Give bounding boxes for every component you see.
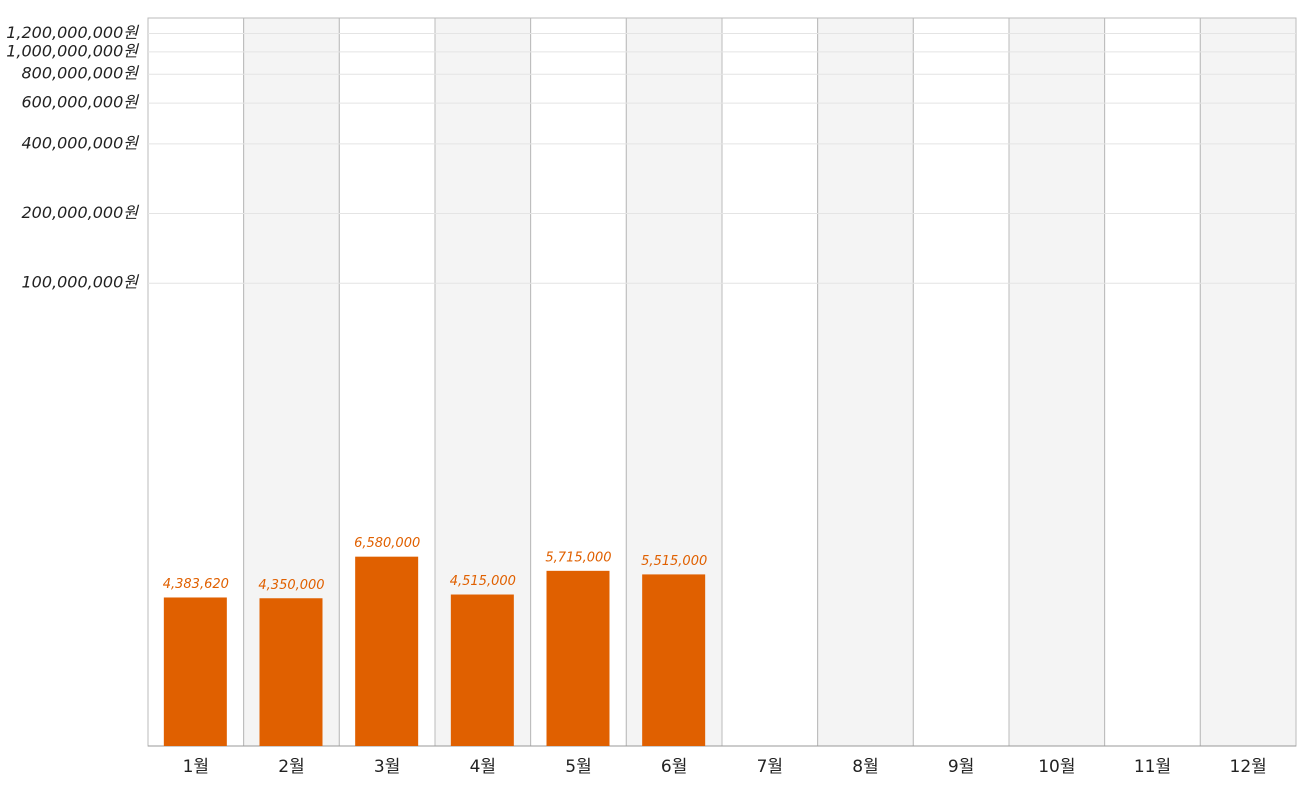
bar (642, 574, 706, 746)
x-tick-label: 11월 (1134, 757, 1171, 777)
x-tick-label: 5월 (565, 757, 591, 777)
x-tick-label: 9월 (948, 757, 974, 777)
y-tick-label: 200,000,000원 (21, 203, 139, 222)
column-band (817, 17, 914, 747)
bar (450, 594, 514, 746)
bar (259, 598, 323, 746)
bar (355, 556, 419, 746)
x-tick-label: 10월 (1038, 757, 1075, 777)
y-tick-label: 600,000,000원 (21, 93, 139, 112)
value-label: 6,580,000 (354, 536, 420, 551)
y-tick-label: 100,000,000원 (21, 273, 139, 292)
y-tick-label: 1,200,000,000원 (6, 23, 139, 42)
column-band (1199, 17, 1297, 747)
x-tick-label: 4월 (470, 757, 496, 777)
x-tick-label: 2월 (278, 757, 304, 777)
x-tick-label: 12월 (1230, 757, 1267, 777)
value-label: 5,515,000 (641, 554, 707, 569)
x-tick-label: 8월 (852, 757, 878, 777)
y-tick-label: 1,000,000,000원 (6, 41, 139, 60)
bar (546, 570, 610, 746)
value-label: 5,715,000 (545, 550, 611, 565)
column-band (1008, 17, 1106, 747)
column-band (1104, 17, 1201, 747)
value-label: 4,383,620 (163, 577, 229, 592)
column-band (912, 17, 1010, 747)
x-tick-label: 3월 (374, 757, 400, 777)
column-band (721, 17, 819, 747)
value-label: 4,515,000 (450, 574, 516, 589)
bar (163, 597, 227, 746)
y-tick-label: 800,000,000원 (21, 64, 139, 83)
y-tick-label: 400,000,000원 (21, 133, 139, 152)
x-tick-label: 1월 (183, 757, 209, 777)
x-tick-label: 7월 (757, 757, 783, 777)
value-label: 4,350,000 (258, 578, 324, 593)
x-tick-label: 6월 (661, 757, 687, 777)
